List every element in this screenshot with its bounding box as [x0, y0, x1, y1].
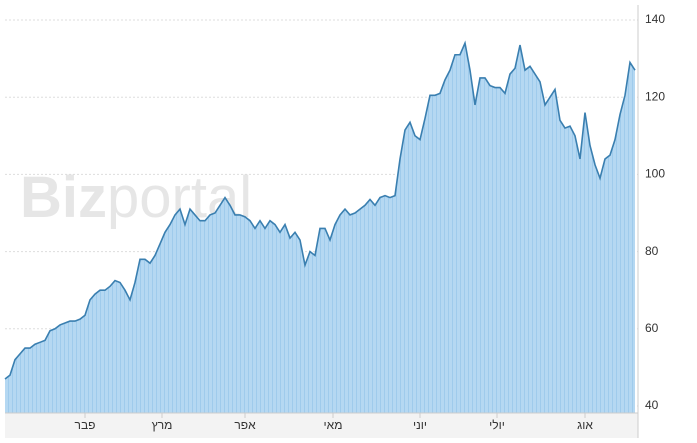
y-tick-label: 120	[645, 89, 665, 103]
x-tick-label: פבר	[75, 418, 96, 432]
area-line	[4, 40, 636, 380]
x-tick-label: אוג	[577, 418, 593, 432]
y-tick-label: 60	[645, 321, 659, 335]
y-tick-label: 40	[645, 398, 659, 412]
x-tick-label: מאי	[324, 418, 343, 432]
x-tick-label: אפר	[234, 418, 256, 432]
watermark-bold: Biz	[20, 165, 107, 230]
area-fill	[5, 43, 635, 413]
x-tick-label: מרץ	[152, 418, 173, 432]
x-axis-band	[5, 413, 638, 438]
x-tick-label: יוני	[413, 418, 427, 432]
x-tick-label: יולי	[489, 418, 505, 432]
y-tick-label: 100	[645, 167, 665, 181]
y-tick-label: 140	[645, 12, 665, 26]
plot	[4, 19, 638, 413]
y-tick-label: 80	[645, 244, 659, 258]
